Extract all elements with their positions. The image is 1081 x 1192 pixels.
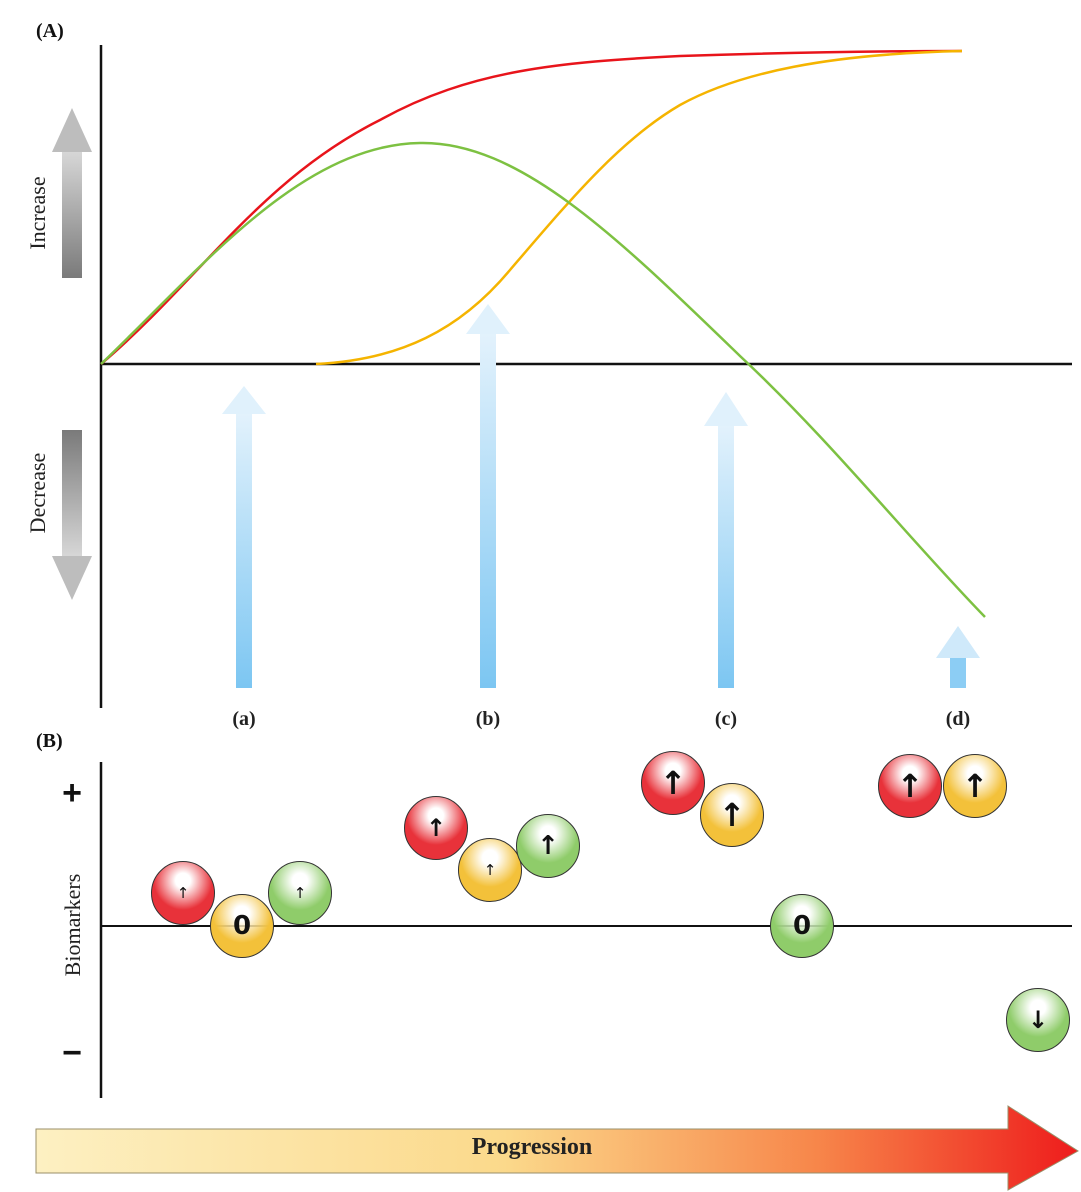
biomarker-red-a: ↑ — [151, 861, 215, 925]
biomarker-green-b: ↑ — [516, 814, 580, 878]
stage-arrow-d — [936, 626, 980, 688]
biomarker-green-a: ↑ — [268, 861, 332, 925]
biomarker-yellow-c: ↑ — [700, 783, 764, 847]
biomarker-yellow-a: 0 — [210, 894, 274, 958]
panel-b-label: (B) — [36, 730, 63, 752]
progression-label: Progression — [471, 1134, 593, 1160]
decrease-arrow-icon — [52, 430, 92, 600]
increase-arrow-icon — [52, 108, 92, 278]
plus-sign: + — [62, 774, 82, 812]
stage-label-c: (c) — [714, 708, 738, 730]
biomarker-glyph: ↑ — [718, 796, 746, 834]
biomarker-glyph: 0 — [232, 911, 252, 941]
increase-label: Increase — [25, 176, 50, 250]
biomarker-glyph: 0 — [792, 911, 812, 941]
progression-arrow — [35, 1105, 1079, 1191]
stage-label-d: (d) — [945, 708, 971, 730]
stage-label-a: (a) — [232, 708, 256, 730]
stage-arrow-c — [704, 392, 748, 688]
biomarker-red-d: ↑ — [878, 754, 942, 818]
stage-label-b: (b) — [475, 708, 501, 730]
stage-arrow-b — [466, 304, 510, 688]
biomarker-green-c: 0 — [770, 894, 834, 958]
biomarker-red-b: ↑ — [404, 796, 468, 860]
stage-arrow-a — [222, 386, 266, 688]
biomarker-red-c: ↑ — [641, 751, 705, 815]
biomarker-glyph: ↑ — [176, 884, 190, 902]
biomarker-yellow-d: ↑ — [943, 754, 1007, 818]
biomarker-glyph: ↑ — [659, 764, 687, 802]
biomarker-glyph: ↑ — [293, 884, 307, 902]
red-curve — [100, 49, 963, 365]
decrease-label: Decrease — [25, 452, 50, 534]
biomarkers-label: Biomarkers — [60, 873, 85, 977]
biomarker-glyph: ↑ — [896, 767, 924, 805]
panel-a-label: (A) — [36, 20, 64, 42]
biomarker-yellow-b: ↑ — [458, 838, 522, 902]
biomarker-glyph: ↑ — [961, 767, 989, 805]
biomarker-glyph: ↑ — [537, 831, 559, 861]
yellow-curve — [315, 49, 963, 366]
biomarker-glyph: ↓ — [1027, 1006, 1049, 1034]
biomarker-glyph: ↑ — [425, 814, 447, 842]
minus-sign: − — [62, 1034, 82, 1072]
biomarker-glyph: ↑ — [483, 861, 497, 879]
green-curve — [100, 141, 986, 618]
biomarker-green-d: ↓ — [1006, 988, 1070, 1052]
